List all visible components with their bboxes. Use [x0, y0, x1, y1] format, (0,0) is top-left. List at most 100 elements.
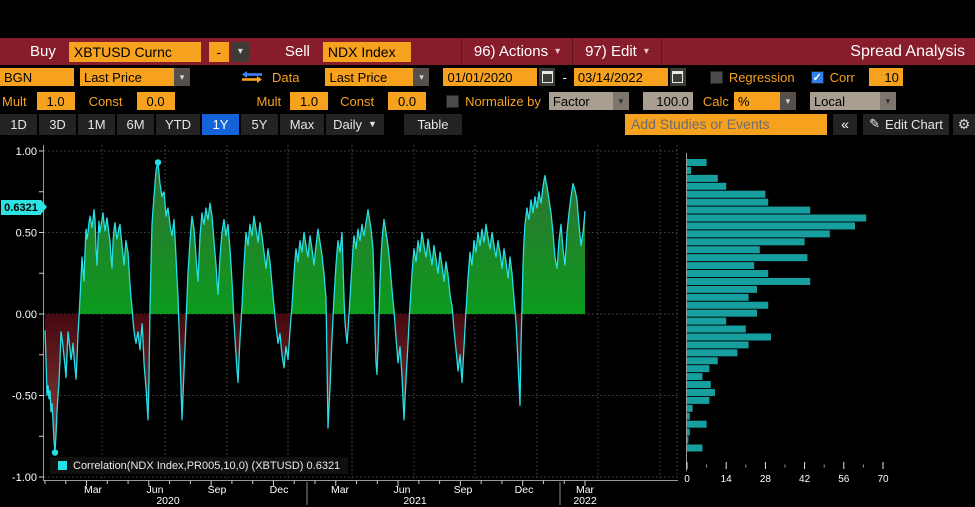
- data-label: Data: [272, 69, 300, 85]
- actions-menu[interactable]: 96) Actions: [460, 38, 572, 65]
- period-button-5y[interactable]: 5Y: [241, 113, 278, 135]
- date-to-field[interactable]: 03/14/2022: [573, 68, 668, 86]
- histogram-bar: [687, 436, 689, 444]
- x-axis-month-label: Sep: [454, 484, 473, 496]
- collapse-panel-button[interactable]: [833, 113, 857, 135]
- frequency-dropdown[interactable]: Daily: [326, 113, 384, 135]
- period-button-1y[interactable]: 1Y: [202, 113, 239, 135]
- chevron-down-icon: [879, 92, 896, 110]
- histogram-axis-label: 56: [838, 474, 850, 485]
- y-axis-label: 1.00: [16, 146, 37, 158]
- histogram-bar: [687, 309, 757, 317]
- price-field-2-dropdown[interactable]: Last Price: [325, 68, 430, 86]
- histogram-bar: [687, 206, 811, 214]
- buy-label: Buy: [30, 43, 56, 60]
- calendar-icon[interactable]: [539, 68, 556, 86]
- correlation-chart-panel: 1.00 0.50 0.00 -0.50 -1.00 Mar Jun Sep Dec Mar Jun…: [0, 135, 683, 507]
- histogram-bar: [687, 428, 690, 436]
- const2-field[interactable]: 0.0: [388, 92, 427, 110]
- corr-checkbox[interactable]: [810, 70, 824, 84]
- add-studies-input[interactable]: Add Studies or Events: [625, 113, 827, 135]
- histogram-axis-label: 14: [721, 474, 733, 485]
- period-button-max[interactable]: Max: [280, 113, 324, 135]
- period-button-6m[interactable]: 6M: [117, 113, 154, 135]
- histogram-bar: [687, 159, 707, 166]
- histogram-bar: [687, 262, 755, 270]
- histogram-bar: [687, 388, 715, 396]
- x-axis-month-label: Mar: [84, 484, 103, 496]
- histogram-bar: [687, 333, 771, 341]
- histogram-bar: [687, 365, 710, 373]
- legend-swatch-icon: [58, 461, 67, 470]
- calc-unit-dropdown[interactable]: %: [733, 92, 796, 110]
- period-button-1d[interactable]: 1D: [0, 113, 37, 135]
- mult2-field[interactable]: 1.0: [290, 92, 329, 110]
- regression-checkbox[interactable]: [709, 70, 723, 84]
- corr-window-field[interactable]: 10: [868, 68, 903, 86]
- chevron-down-icon: [555, 46, 560, 57]
- factor-dropdown[interactable]: Factor: [548, 92, 629, 110]
- histogram-bar: [687, 357, 718, 365]
- chart-legend: Correlation(NDX Index,PR005,10,0) (XBTUS…: [50, 457, 349, 474]
- sell-security-field[interactable]: NDX Index: [322, 41, 411, 62]
- histogram-axis-label: 70: [877, 474, 889, 485]
- histogram-bar: [687, 238, 805, 246]
- factor-value-field[interactable]: 100.0: [642, 92, 693, 110]
- x-axis-month-label: Jun: [394, 484, 411, 496]
- period-button-3d[interactable]: 3D: [39, 113, 76, 135]
- calendar-icon[interactable]: [669, 68, 686, 86]
- histogram-bar: [687, 293, 749, 301]
- data-settings-row: BGN Last Price Data Last Price 01/01/202…: [0, 66, 975, 88]
- period-button-1m[interactable]: 1M: [78, 113, 115, 135]
- gear-icon[interactable]: [953, 113, 975, 135]
- main-menubar: Buy XBTUSD Curnc - Sell NDX Index 96) Ac…: [0, 38, 975, 65]
- x-axis-month-label: Dec: [270, 484, 289, 496]
- normalize-label: Normalize by: [465, 93, 541, 109]
- operator-field[interactable]: -: [208, 41, 229, 62]
- normalize-checkbox[interactable]: [446, 94, 460, 108]
- sell-label: Sell: [284, 43, 310, 60]
- operator-dropdown-icon[interactable]: [230, 41, 250, 62]
- date-from-field[interactable]: 01/01/2020: [443, 68, 538, 86]
- price-field-1-dropdown[interactable]: Last Price: [80, 68, 190, 86]
- regression-label: Regression: [728, 69, 795, 85]
- histogram-bar: [687, 373, 703, 381]
- histogram-bar: [687, 301, 769, 309]
- histogram-canvas[interactable]: 0 14 28 42 56 70: [683, 135, 975, 507]
- buy-security-field[interactable]: XBTUSD Curnc: [68, 41, 201, 62]
- pricing-source-field[interactable]: BGN: [0, 68, 74, 86]
- x-axis-month-label: Dec: [515, 484, 534, 496]
- histogram-bar: [687, 349, 738, 357]
- table-button[interactable]: Table: [404, 113, 462, 135]
- chevron-down-icon: [644, 46, 649, 57]
- histogram-bar: [687, 166, 692, 174]
- y-axis-label: 0.00: [16, 309, 37, 321]
- mult2-label: Mult: [256, 93, 282, 109]
- period-button-ytd[interactable]: YTD: [156, 113, 200, 135]
- date-separator: -: [562, 69, 567, 85]
- currency-dropdown[interactable]: Local: [809, 92, 896, 110]
- mult1-field[interactable]: 1.0: [36, 92, 75, 110]
- x-axis-month-label: Jun: [147, 484, 164, 496]
- edit-menu[interactable]: 97) Edit: [572, 38, 662, 65]
- x-axis-month-label: Mar: [331, 484, 350, 496]
- extreme-marker-dot: [154, 159, 162, 166]
- edit-chart-button[interactable]: Edit Chart: [863, 113, 949, 135]
- x-axis-year-label: 2021: [403, 495, 427, 507]
- const1-field[interactable]: 0.0: [136, 92, 175, 110]
- histogram-bar: [687, 182, 727, 190]
- y-axis-label: 0.50: [16, 228, 37, 240]
- histogram-bar: [687, 254, 808, 262]
- page-title: Spread Analysis: [850, 42, 965, 60]
- correlation-chart-canvas[interactable]: 1.00 0.50 0.00 -0.50 -1.00 Mar Jun Sep Dec Mar Jun…: [0, 135, 683, 507]
- const1-label: Const: [88, 93, 123, 109]
- swap-securities-icon[interactable]: [240, 70, 264, 84]
- y-axis-label: -1.00: [12, 472, 37, 484]
- histogram-bar: [687, 404, 693, 412]
- histogram-bar: [687, 396, 710, 404]
- y-axis-label: -0.50: [12, 391, 37, 403]
- histogram-bar: [687, 174, 718, 182]
- chevron-down-icon: [612, 92, 629, 110]
- histogram-bar: [687, 420, 707, 428]
